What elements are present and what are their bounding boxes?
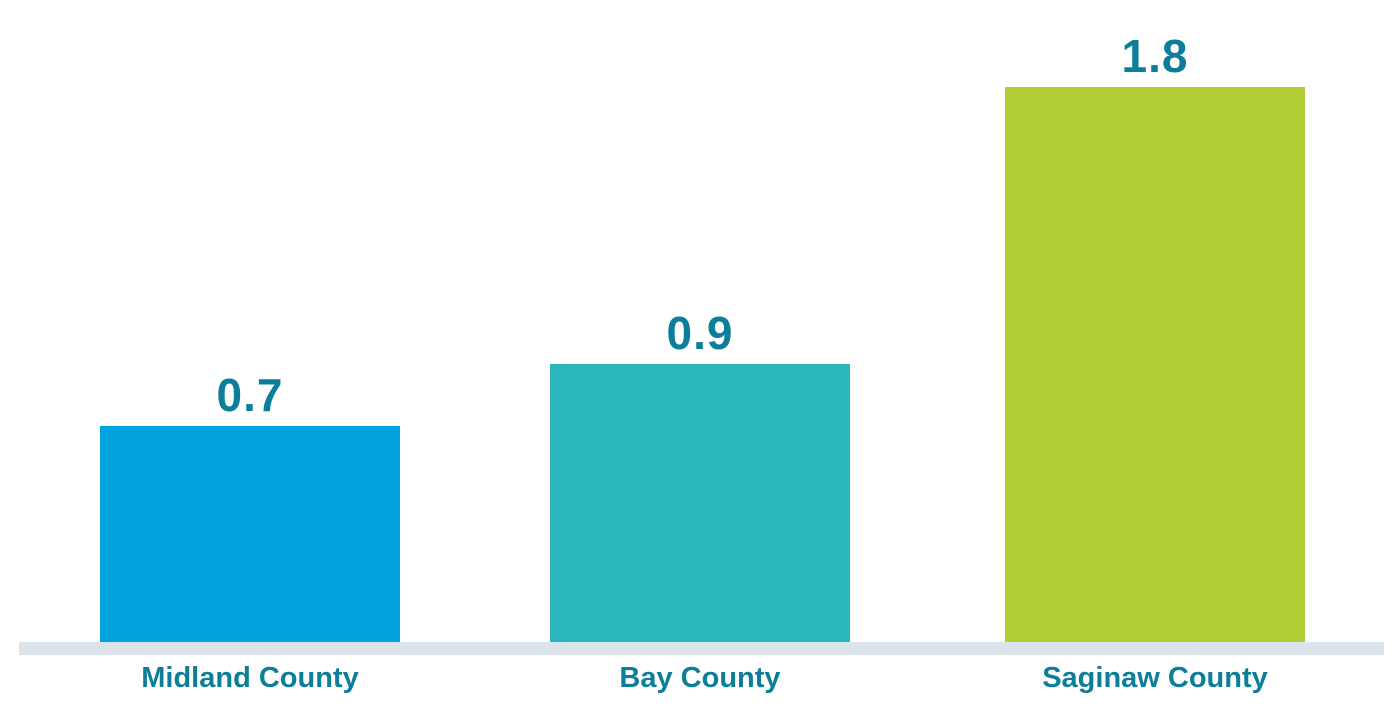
category-label: Midland County xyxy=(141,662,359,694)
bar-value-label: 0.9 xyxy=(666,307,734,359)
bar-midland-county xyxy=(100,426,400,642)
bar-value-label: 0.7 xyxy=(216,369,284,421)
bar-bay-county xyxy=(550,364,850,642)
category-label: Saginaw County xyxy=(1042,662,1268,694)
category-label: Bay County xyxy=(619,662,781,694)
x-axis-baseline xyxy=(19,642,1384,655)
bar-saginaw-county xyxy=(1005,87,1305,642)
bar-value-label: 1.8 xyxy=(1121,30,1189,82)
